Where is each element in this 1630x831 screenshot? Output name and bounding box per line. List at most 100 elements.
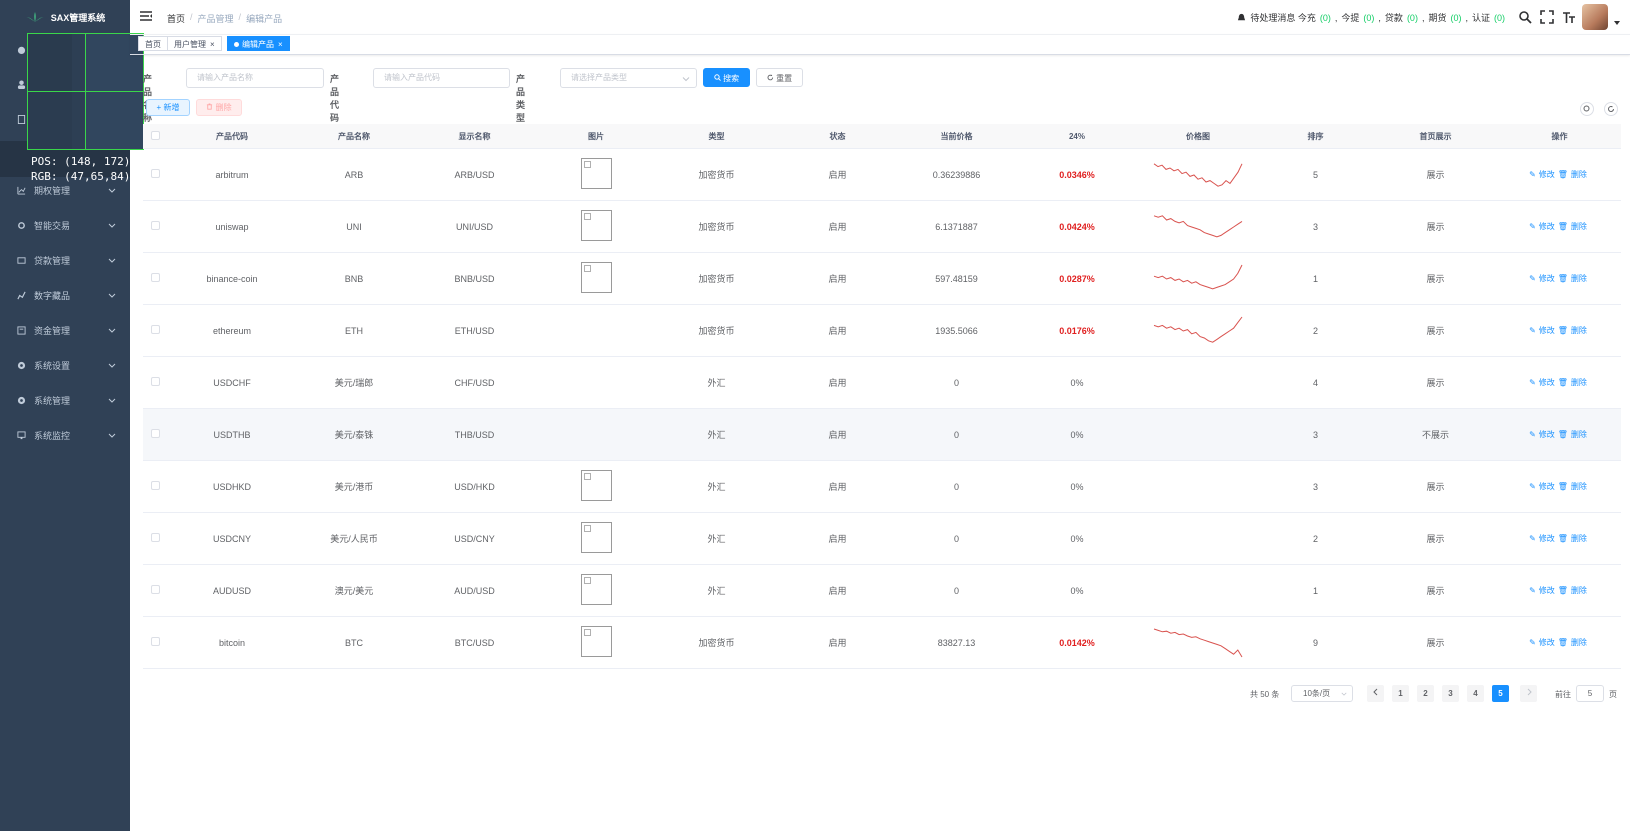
delete-link[interactable]: 删除 xyxy=(1570,482,1587,491)
trash-icon: 🗑 xyxy=(1557,534,1568,543)
pending-notice[interactable]: 待处理消息 今充 (0) , 今提 (0) , 贷款 (0) , 期货 (0) … xyxy=(1237,11,1505,24)
edit-icon: ✎ xyxy=(1529,482,1536,491)
edit-link[interactable]: 修改 xyxy=(1538,430,1555,439)
font-size-icon[interactable] xyxy=(1562,10,1576,24)
prev-page-button[interactable] xyxy=(1367,685,1384,702)
col-header: 图片 xyxy=(588,131,604,141)
dashboard-icon xyxy=(15,43,27,55)
table-row[interactable]: USDTHB 美元/泰铢 THB/USD 外汇 启用 0 0% 3 不展示 ✎ 修改 🗑 删除 xyxy=(143,409,1621,461)
row-checkbox[interactable] xyxy=(151,273,160,282)
product-name-cell: 美元/泰铢 xyxy=(334,430,374,440)
page-button[interactable]: 2 xyxy=(1417,685,1434,702)
delete-button[interactable]: 删除 xyxy=(196,99,242,116)
chevron-down-icon xyxy=(108,433,116,438)
sidebar-item-nft[interactable]: 数字藏品 xyxy=(0,277,130,313)
breadcrumb-product-management[interactable]: 产品管理 xyxy=(197,14,234,24)
add-button[interactable]: + 新增 xyxy=(146,99,190,116)
type-cell: 加密货币 xyxy=(698,222,735,232)
chevron-down-icon xyxy=(108,363,116,368)
price-cell: 597.48159 xyxy=(935,273,978,284)
sidebar-item-system-settings[interactable]: 系统设置 xyxy=(0,347,130,383)
toggle-search-button[interactable] xyxy=(1580,102,1594,116)
table-row[interactable]: USDCHF 美元/瑞郎 CHF/USD 外汇 启用 0 0% 4 展示 ✎ 修改 🗑 删除 xyxy=(143,357,1621,409)
sidebar-item-smart-trading[interactable]: 智能交易 xyxy=(0,207,130,243)
avatar[interactable] xyxy=(1582,4,1608,30)
page-button[interactable]: 1 xyxy=(1392,685,1409,702)
table-row[interactable]: bitcoin BTC BTC/USD 加密货币 启用 83827.13 0.0142% 9 展… xyxy=(143,617,1621,669)
close-icon[interactable]: × xyxy=(278,40,283,49)
close-icon[interactable]: × xyxy=(210,40,215,49)
edit-link[interactable]: 修改 xyxy=(1538,378,1555,387)
search-icon[interactable] xyxy=(1518,10,1532,24)
sidebar-item-system-admin[interactable]: 系统管理 xyxy=(0,382,130,418)
delete-link[interactable]: 删除 xyxy=(1570,274,1587,283)
app-logo[interactable]: SAX管理系统 xyxy=(0,0,130,34)
refresh-table-button[interactable] xyxy=(1604,102,1618,116)
tag-edit-product[interactable]: 编辑产品 × xyxy=(227,36,290,51)
reset-button[interactable]: 重置 xyxy=(756,68,803,87)
search-button[interactable]: 搜索 xyxy=(703,68,750,87)
row-checkbox[interactable] xyxy=(151,325,160,334)
row-checkbox[interactable] xyxy=(151,481,160,490)
row-checkbox[interactable] xyxy=(151,169,160,178)
select-all-checkbox[interactable] xyxy=(151,130,160,140)
table-row[interactable]: ethereum ETH ETH/USD 加密货币 启用 1935.5066 0.0176%… xyxy=(143,305,1621,357)
edit-link[interactable]: 修改 xyxy=(1538,638,1555,647)
tag-home[interactable]: 首页 xyxy=(138,36,168,51)
sparkline-path xyxy=(1153,316,1243,343)
delete-link[interactable]: 删除 xyxy=(1570,638,1587,647)
edit-link[interactable]: 修改 xyxy=(1538,482,1555,491)
table-row[interactable]: USDCNY 美元/人民币 USD/CNY 外汇 启用 0 0% 2 展示 ✎ 修改 🗑 删除 xyxy=(143,513,1621,565)
edit-link[interactable]: 修改 xyxy=(1538,326,1555,335)
table-row[interactable]: uniswap UNI UNI/USD 加密货币 启用 6.1371887 0.0424% 3… xyxy=(143,201,1621,253)
delete-link[interactable]: 删除 xyxy=(1570,534,1587,543)
edit-link[interactable]: 修改 xyxy=(1538,170,1555,179)
edit-link[interactable]: 修改 xyxy=(1538,534,1555,543)
delete-link[interactable]: 删除 xyxy=(1570,378,1587,387)
breadcrumb-home[interactable]: 首页 xyxy=(167,14,186,24)
next-page-button[interactable] xyxy=(1520,685,1537,702)
sidebar-item-products[interactable] xyxy=(0,101,130,137)
product-type-select[interactable]: 请选择产品类型 xyxy=(560,68,697,88)
edit-link[interactable]: 修改 xyxy=(1538,274,1555,283)
row-checkbox-cell xyxy=(143,169,168,180)
delete-link[interactable]: 删除 xyxy=(1570,430,1587,439)
delete-link[interactable]: 删除 xyxy=(1570,170,1587,179)
row-checkbox[interactable] xyxy=(151,377,160,386)
sidebar-item-dashboard[interactable] xyxy=(0,31,130,67)
row-checkbox[interactable] xyxy=(151,585,160,594)
row-checkbox[interactable] xyxy=(151,221,160,230)
hamburger-icon[interactable] xyxy=(140,11,152,21)
delete-link[interactable]: 删除 xyxy=(1570,326,1587,335)
table-row[interactable]: AUDUSD 澳元/美元 AUD/USD 外汇 启用 0 0% 1 展示 ✎ 修改 🗑 删除 xyxy=(143,565,1621,617)
sidebar-item-loans[interactable]: 贷款管理 xyxy=(0,242,130,278)
delete-link[interactable]: 删除 xyxy=(1570,222,1587,231)
page-size-select[interactable]: 10条/页 xyxy=(1291,685,1353,702)
page-button[interactable]: 4 xyxy=(1467,685,1484,702)
caret-down-icon[interactable] xyxy=(1614,20,1620,26)
edit-link[interactable]: 修改 xyxy=(1538,222,1555,231)
sidebar-item-funds[interactable]: 资金管理 xyxy=(0,312,130,348)
table-row[interactable]: arbitrum ARB ARB/USD 加密货币 启用 0.36239886 0.0346… xyxy=(143,149,1621,201)
product-name-input[interactable]: 请输入产品名称 xyxy=(186,68,324,88)
chevron-down-icon xyxy=(682,77,690,82)
row-checkbox[interactable] xyxy=(151,533,160,542)
tag-user-management[interactable]: 用户管理 × xyxy=(167,36,222,51)
row-checkbox[interactable] xyxy=(151,429,160,438)
table-row[interactable]: USDHKD 美元/港币 USD/HKD 外汇 启用 0 0% 3 展示 ✎ 修改 🗑 删除 xyxy=(143,461,1621,513)
table-header: 产品代码 产品名称 显示名称 图片 类型 状态 当前价格 24% 价格图 排序 … xyxy=(143,124,1621,149)
page-button[interactable]: 3 xyxy=(1442,685,1459,702)
product-code-input[interactable]: 请输入产品代码 xyxy=(373,68,510,88)
bell-icon xyxy=(1238,13,1246,22)
edit-link[interactable]: 修改 xyxy=(1538,586,1555,595)
goto-page-input[interactable]: 5 xyxy=(1576,685,1604,702)
table-row[interactable]: binance-coin BNB BNB/USD 加密货币 启用 597.48159 0.0… xyxy=(143,253,1621,305)
fullscreen-icon[interactable] xyxy=(1540,10,1554,24)
home-display-cell: 展示 xyxy=(1426,222,1445,232)
page-button[interactable]: 5 xyxy=(1492,685,1509,702)
sidebar-item-options[interactable]: 期权管理 xyxy=(0,172,130,208)
sidebar-item-monitor[interactable]: 系统监控 xyxy=(0,417,130,453)
delete-link[interactable]: 删除 xyxy=(1570,586,1587,595)
row-checkbox[interactable] xyxy=(151,637,160,646)
sidebar-item-users[interactable] xyxy=(0,66,130,102)
